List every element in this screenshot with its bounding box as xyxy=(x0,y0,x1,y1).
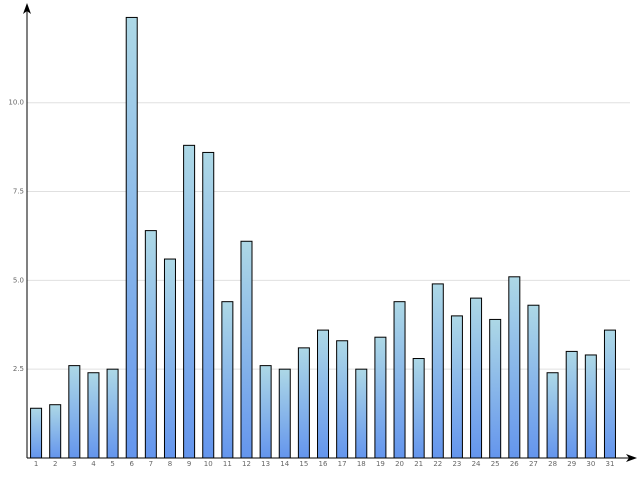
x-tick-label: 28 xyxy=(548,460,557,468)
x-tick-label: 11 xyxy=(223,460,232,468)
bar xyxy=(202,151,215,459)
bar xyxy=(278,368,291,459)
x-tick-label: 24 xyxy=(472,460,481,468)
x-tick-label: 3 xyxy=(72,460,76,468)
x-tick-label: 25 xyxy=(491,460,500,468)
x-tick-label: 29 xyxy=(567,460,576,468)
bar xyxy=(412,358,425,459)
x-tick-label: 9 xyxy=(187,460,191,468)
bar xyxy=(125,16,138,459)
x-tick-label: 23 xyxy=(452,460,461,468)
bar xyxy=(336,340,349,459)
y-tick-label: 7.5 xyxy=(13,188,24,196)
x-tick-label: 15 xyxy=(299,460,308,468)
bar xyxy=(259,365,272,459)
x-tick-label: 7 xyxy=(149,460,153,468)
bar xyxy=(240,240,253,459)
bar xyxy=(317,329,330,459)
bar xyxy=(584,354,597,459)
x-tick-label: 26 xyxy=(510,460,519,468)
bar xyxy=(546,372,559,459)
x-tick-label: 21 xyxy=(414,460,423,468)
x-tick-label: 27 xyxy=(529,460,538,468)
bar xyxy=(30,407,43,459)
x-tick-label: 1 xyxy=(34,460,38,468)
x-tick-label: 10 xyxy=(204,460,213,468)
x-tick-label: 4 xyxy=(91,460,96,468)
bar xyxy=(106,368,119,459)
x-tick-label: 19 xyxy=(376,460,385,468)
y-axis-arrow xyxy=(23,3,31,14)
bar xyxy=(603,329,616,459)
x-tick-label: 6 xyxy=(129,460,134,468)
y-tick-label: 10.0 xyxy=(8,99,24,107)
bar xyxy=(355,368,368,459)
bar xyxy=(163,258,176,459)
bar xyxy=(393,301,406,459)
x-tick-label: 17 xyxy=(338,460,347,468)
x-tick-label: 8 xyxy=(168,460,172,468)
x-tick-label: 18 xyxy=(357,460,366,468)
bar xyxy=(49,404,62,459)
bar xyxy=(527,304,540,459)
bar xyxy=(374,336,387,459)
bar xyxy=(470,297,483,459)
x-tick-label: 13 xyxy=(261,460,270,468)
bar xyxy=(87,372,100,459)
x-tick-label: 22 xyxy=(433,460,442,468)
x-tick-label: 14 xyxy=(280,460,289,468)
x-tick-label: 12 xyxy=(242,460,251,468)
x-tick-label: 5 xyxy=(110,460,114,468)
x-tick-label: 31 xyxy=(606,460,615,468)
y-tick-label: 5.0 xyxy=(13,276,24,284)
x-tick-label: 30 xyxy=(586,460,595,468)
x-tick-label: 16 xyxy=(319,460,328,468)
bar xyxy=(68,365,81,459)
x-axis-arrow xyxy=(626,454,637,462)
bar xyxy=(565,350,578,459)
bar xyxy=(183,144,196,459)
x-tick-label: 20 xyxy=(395,460,404,468)
bar xyxy=(297,347,310,459)
bar xyxy=(508,276,521,459)
y-tick-label: 2.5 xyxy=(13,365,24,373)
bar xyxy=(450,315,463,459)
bar xyxy=(431,283,444,459)
bar xyxy=(144,230,157,459)
bar xyxy=(489,318,502,459)
x-tick-label: 2 xyxy=(53,460,57,468)
bar xyxy=(221,301,234,459)
